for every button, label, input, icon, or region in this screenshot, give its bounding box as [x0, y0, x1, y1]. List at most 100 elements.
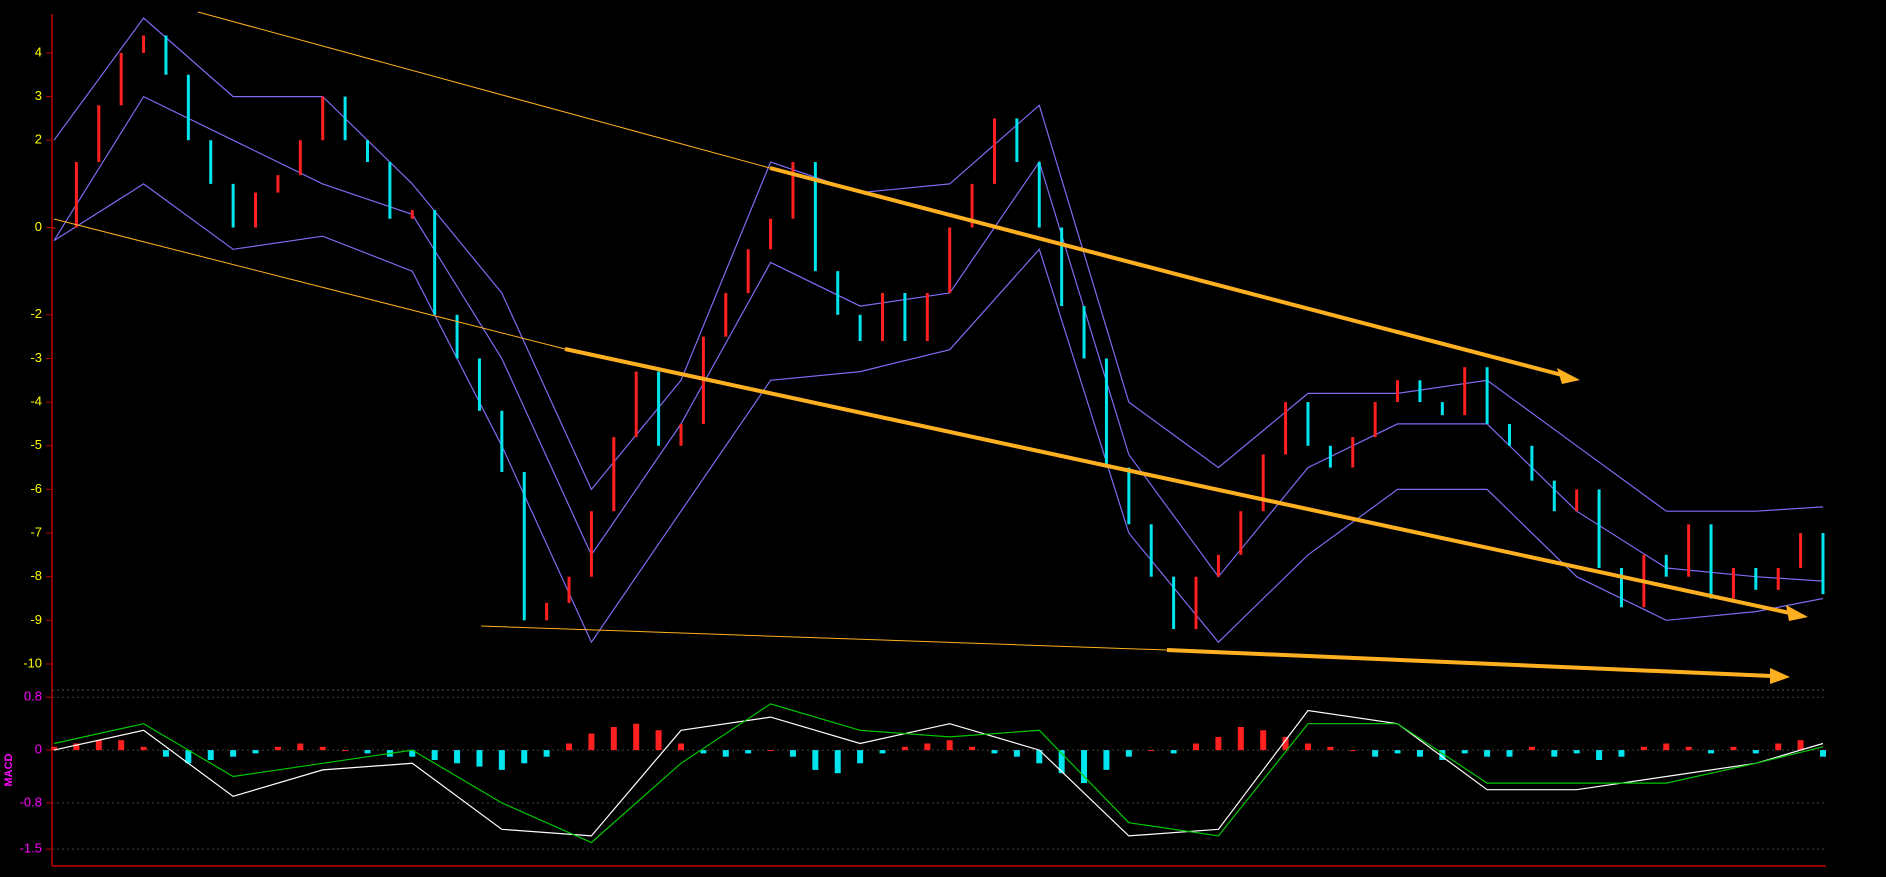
histogram-bar [722, 750, 729, 757]
histogram-bar [1193, 743, 1200, 751]
histogram-bar [1618, 750, 1625, 757]
price-bar [612, 437, 616, 512]
price-bar [254, 192, 258, 228]
histogram-bar [566, 743, 573, 751]
histogram-bar [1237, 726, 1244, 751]
price-bar [545, 602, 549, 621]
histogram-bar [1260, 730, 1267, 751]
histogram-bar [1416, 750, 1423, 757]
price-bar [1261, 454, 1265, 512]
price-bar [1328, 445, 1332, 468]
price-bar [477, 358, 481, 411]
series-line [53, 703, 1824, 844]
price-bar [231, 183, 235, 228]
price-bar [1530, 445, 1534, 481]
histogram-bar [1708, 750, 1715, 754]
histogram-bar [476, 750, 483, 767]
price-bar [970, 183, 974, 228]
histogram-bar [1282, 736, 1289, 751]
histogram-bar [140, 746, 147, 751]
histogram-bar [73, 743, 80, 751]
histogram-bar [946, 740, 953, 751]
price-bar [298, 140, 302, 176]
price-bar [724, 292, 728, 337]
trend-line [53, 218, 566, 350]
price-bar [1485, 367, 1489, 424]
histogram-bar [1215, 736, 1222, 751]
price-bar [410, 210, 414, 219]
histogram-bar [1439, 750, 1446, 760]
histogram-bar [1081, 750, 1088, 784]
histogram-bar [1730, 746, 1737, 751]
histogram-bar [1484, 750, 1491, 757]
series-line [53, 17, 1824, 512]
y-tick-label: 0.8 [24, 689, 42, 704]
histogram-bar [409, 750, 416, 757]
histogram-bar [767, 750, 774, 752]
price-bar [1463, 367, 1467, 416]
price-bar [925, 292, 929, 341]
histogram-bar [1058, 750, 1065, 774]
y-tick-label: -8 [30, 568, 42, 583]
histogram-bar [1775, 743, 1782, 751]
y-tick-label: 3 [35, 88, 42, 103]
histogram-bar [342, 750, 349, 752]
price-bar [1687, 524, 1691, 577]
price-bar [97, 105, 101, 163]
series-line [53, 183, 1824, 644]
histogram-bar [1349, 750, 1356, 752]
trend-line [769, 166, 1563, 377]
histogram-bar [1551, 750, 1558, 757]
y-tick-label: -0.8 [20, 794, 42, 809]
histogram-bar [1304, 743, 1311, 751]
price-bar [813, 162, 817, 272]
series-line [53, 95, 1824, 582]
histogram-bar [633, 723, 640, 751]
histogram-bar [521, 750, 528, 764]
price-bar [455, 314, 459, 359]
price-bar [657, 371, 661, 446]
price-bar [1440, 402, 1444, 416]
histogram-bar [207, 750, 214, 760]
price-bar [1082, 306, 1086, 359]
price-bar [433, 210, 437, 315]
price-bar [1597, 489, 1601, 568]
histogram-bar [879, 750, 886, 754]
price-bar [186, 74, 190, 141]
price-bar [1306, 402, 1310, 446]
histogram-bar [700, 750, 707, 754]
price-bar [119, 52, 123, 106]
histogram-bar [1327, 746, 1334, 751]
histogram-bar [1148, 750, 1155, 752]
price-bar [1418, 380, 1422, 403]
histogram-bar [364, 750, 371, 754]
price-bar [1664, 554, 1668, 577]
price-bar [791, 162, 795, 219]
histogram-bar [431, 750, 438, 760]
histogram-bar [1596, 750, 1603, 760]
price-bar [74, 162, 78, 228]
price-bar [522, 471, 526, 621]
price-bar [1351, 437, 1355, 468]
y-tick-label: -3 [30, 350, 42, 365]
price-bar [52, 227, 56, 229]
histogram-bar [1372, 750, 1379, 757]
histogram-bar [745, 750, 752, 754]
histogram-bar [319, 746, 326, 751]
price-bar [948, 227, 952, 293]
trend-line [564, 347, 1791, 615]
y-tick-label: -5 [30, 437, 42, 452]
histogram-bar [834, 750, 841, 774]
price-bar [1799, 533, 1803, 568]
histogram-bar [588, 733, 595, 751]
price-bar [365, 140, 369, 163]
histogram-bar [95, 740, 102, 751]
histogram-bar [1013, 750, 1020, 757]
histogram-bar [1461, 750, 1468, 754]
histogram-bar [969, 746, 976, 751]
y-tick-label: 0 [35, 742, 42, 757]
price-bar [388, 162, 392, 219]
histogram-bar [1685, 746, 1692, 751]
y-tick-label: -7 [30, 524, 42, 539]
